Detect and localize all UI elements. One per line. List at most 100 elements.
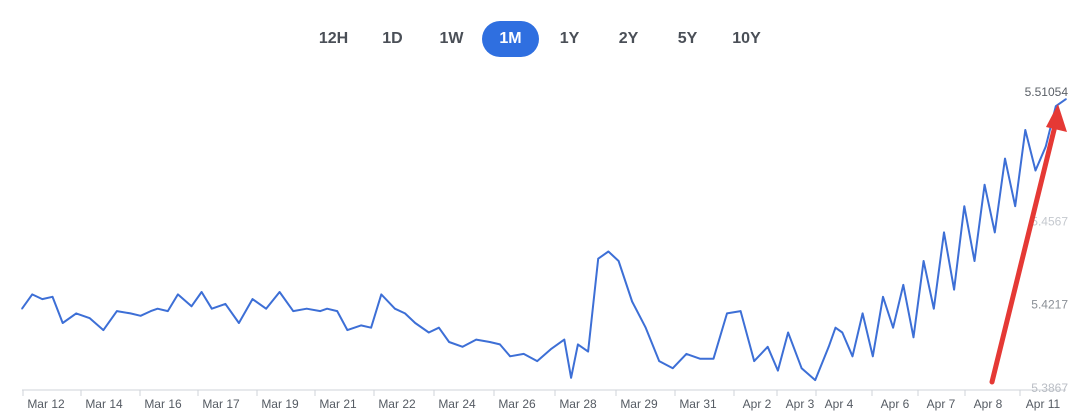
data-point	[265, 307, 267, 310]
data-point	[1034, 169, 1037, 172]
data-point	[167, 310, 169, 312]
x-tick-label: Mar 29	[620, 397, 658, 411]
data-point	[1065, 98, 1067, 100]
data-point	[753, 360, 755, 362]
range-1w-button[interactable]: 1W	[423, 21, 480, 57]
x-tick-label: Mar 12	[27, 397, 65, 411]
data-point	[892, 326, 894, 329]
data-point	[672, 367, 674, 370]
data-point	[933, 307, 935, 310]
data-point	[570, 377, 572, 379]
data-point	[658, 360, 660, 362]
data-point	[177, 293, 179, 296]
x-tick-label: Mar 28	[559, 397, 597, 411]
data-point	[21, 307, 23, 310]
data-point	[89, 317, 91, 320]
x-tick-label: Mar 16	[144, 397, 182, 411]
data-point	[872, 355, 874, 358]
data-point	[319, 310, 322, 312]
data-point	[475, 338, 478, 341]
data-point	[336, 310, 339, 312]
data-point	[51, 296, 54, 298]
data-point	[827, 346, 830, 348]
data-point	[1014, 205, 1016, 207]
data-point	[726, 312, 728, 315]
data-point	[841, 331, 844, 334]
data-point	[404, 312, 406, 315]
range-5y-button[interactable]: 5Y	[659, 21, 716, 57]
range-1m-button[interactable]: 1M	[482, 21, 539, 57]
data-point	[278, 291, 281, 293]
data-point	[116, 310, 118, 312]
data-point	[577, 343, 579, 346]
data-point	[861, 312, 864, 315]
range-1d-button[interactable]: 1D	[364, 21, 421, 57]
x-tick-label: Mar 21	[319, 397, 357, 411]
data-point	[31, 293, 33, 296]
data-point	[461, 346, 464, 348]
data-point	[882, 296, 884, 298]
data-point	[963, 205, 966, 207]
x-tick-label: Mar 26	[498, 397, 536, 411]
data-point	[1004, 157, 1006, 160]
data-point	[800, 367, 803, 370]
data-point	[326, 307, 328, 310]
data-point	[200, 291, 203, 293]
data-point	[644, 326, 647, 329]
price-line-chart: Mar 12 Mar 14 Mar 16 Mar 17 Mar 19 Mar 21 Mar …	[21, 85, 1068, 411]
price-series-line	[21, 98, 1067, 382]
data-point	[156, 307, 159, 310]
data-point	[292, 310, 295, 312]
data-point	[394, 307, 396, 310]
data-point	[370, 326, 372, 329]
data-point	[994, 231, 996, 234]
data-point	[61, 322, 64, 324]
y-tick-label: 5.4567	[1031, 214, 1068, 228]
data-point	[739, 310, 742, 312]
data-point	[129, 312, 132, 315]
data-point	[943, 231, 945, 234]
data-point	[787, 331, 789, 334]
x-tick-label: Mar 31	[679, 397, 717, 411]
data-point	[699, 357, 701, 360]
data-point	[1024, 129, 1027, 131]
range-2y-button[interactable]: 2Y	[600, 21, 657, 57]
data-point	[834, 326, 837, 329]
trend-arrow-head	[1046, 104, 1067, 132]
x-tick-label: Apr 2	[743, 397, 772, 411]
range-12h-button[interactable]: 12H	[305, 21, 362, 57]
data-point	[973, 260, 976, 262]
data-point	[448, 341, 450, 343]
data-point	[983, 184, 986, 186]
data-point	[597, 257, 599, 260]
data-point	[414, 322, 417, 324]
data-point	[1044, 145, 1047, 148]
data-point	[139, 315, 142, 317]
range-10y-button[interactable]: 10Y	[718, 21, 775, 57]
x-tick-label: Apr 11	[1026, 397, 1061, 411]
data-point	[360, 324, 362, 327]
x-tick-label: Mar 17	[202, 397, 240, 411]
data-point	[1055, 105, 1057, 107]
data-point	[953, 288, 955, 291]
data-point	[224, 303, 227, 305]
data-point	[150, 310, 152, 312]
x-tick-label: Mar 24	[438, 397, 476, 411]
trend-arrow-shaft	[989, 123, 1058, 385]
data-point	[251, 298, 254, 300]
data-point	[211, 307, 213, 310]
x-tick-label: Apr 6	[881, 397, 910, 411]
data-point	[428, 331, 430, 334]
x-tick-label: Mar 14	[85, 397, 123, 411]
x-tick-label: Apr 4	[825, 397, 854, 411]
x-tick-label: Apr 8	[974, 397, 1003, 411]
data-point	[902, 284, 905, 286]
x-tick-label: Apr 3	[786, 397, 815, 411]
data-point	[190, 305, 193, 308]
data-point	[41, 298, 44, 300]
data-point	[607, 250, 610, 253]
range-1y-button[interactable]: 1Y	[541, 21, 598, 57]
y-tick-label: 5.3867	[1031, 381, 1068, 395]
data-point	[75, 312, 77, 315]
data-point	[102, 329, 105, 331]
